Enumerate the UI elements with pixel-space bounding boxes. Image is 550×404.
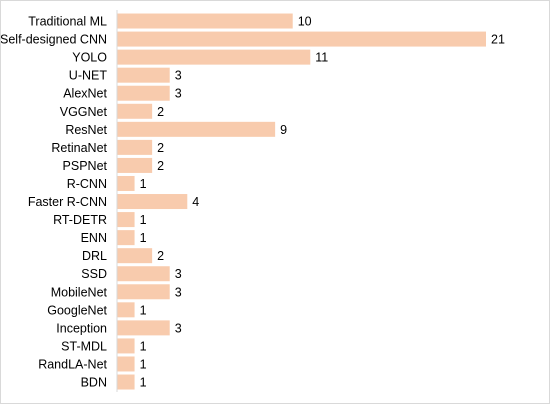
value-label-16: 1 bbox=[140, 303, 147, 317]
value-label-17: 3 bbox=[175, 321, 182, 335]
category-label-3: U-NET bbox=[69, 69, 108, 83]
category-label-13: DRL bbox=[82, 249, 107, 263]
value-label-6: 9 bbox=[280, 123, 287, 137]
bar-16 bbox=[117, 302, 135, 318]
value-label-14: 3 bbox=[175, 267, 182, 281]
category-label-6: ResNet bbox=[65, 123, 107, 137]
bar-10 bbox=[117, 194, 188, 210]
value-label-5: 2 bbox=[157, 105, 164, 119]
category-label-0: Traditional ML bbox=[28, 15, 107, 29]
category-label-20: BDN bbox=[81, 376, 107, 390]
bar-19 bbox=[117, 356, 135, 372]
value-label-2: 11 bbox=[315, 51, 328, 65]
bar-20 bbox=[117, 374, 135, 390]
bar-6 bbox=[117, 121, 276, 137]
category-label-4: AlexNet bbox=[63, 87, 107, 101]
category-label-9: R-CNN bbox=[67, 177, 107, 191]
bar-2 bbox=[117, 49, 311, 65]
category-label-15: MobileNet bbox=[51, 285, 108, 299]
bar-11 bbox=[117, 212, 135, 228]
bar-15 bbox=[117, 284, 170, 300]
value-label-8: 2 bbox=[157, 159, 164, 173]
value-label-9: 1 bbox=[140, 177, 147, 191]
value-label-11: 1 bbox=[140, 213, 147, 227]
category-label-7: RetinaNet bbox=[51, 141, 107, 155]
category-label-1: Self-designed CNN bbox=[1, 33, 107, 47]
category-labels: Traditional ML Self-designed CNN YOLO U-NET… bbox=[1, 15, 108, 390]
bar-7 bbox=[117, 139, 153, 155]
bar-13 bbox=[117, 248, 153, 264]
bar-3 bbox=[117, 67, 170, 83]
category-label-12: ENN bbox=[81, 231, 107, 245]
category-label-17: Inception bbox=[56, 321, 107, 335]
value-label-3: 3 bbox=[175, 69, 182, 83]
bar-8 bbox=[117, 157, 153, 173]
category-label-16: GoogleNet bbox=[47, 303, 107, 317]
category-label-19: RandLA-Net bbox=[38, 357, 107, 371]
value-label-10: 4 bbox=[192, 195, 199, 209]
bar-1 bbox=[117, 31, 486, 47]
value-label-12: 1 bbox=[140, 231, 147, 245]
category-label-5: VGGNet bbox=[60, 105, 108, 119]
category-label-11: RT-DETR bbox=[53, 213, 107, 227]
value-label-18: 1 bbox=[140, 339, 147, 353]
bars-group bbox=[117, 13, 486, 390]
bar-5 bbox=[117, 103, 153, 119]
value-label-1: 21 bbox=[491, 33, 505, 47]
value-label-19: 1 bbox=[140, 357, 147, 371]
value-label-13: 2 bbox=[157, 249, 164, 263]
category-label-10: Faster R-CNN bbox=[28, 195, 107, 209]
bar-4 bbox=[117, 85, 170, 101]
value-label-7: 2 bbox=[157, 141, 164, 155]
category-label-8: PSPNet bbox=[63, 159, 108, 173]
value-label-15: 3 bbox=[175, 285, 182, 299]
bar-17 bbox=[117, 320, 170, 336]
value-label-20: 1 bbox=[140, 376, 147, 390]
category-label-14: SSD bbox=[81, 267, 107, 281]
bar-18 bbox=[117, 338, 135, 354]
category-label-18: ST-MDL bbox=[61, 339, 107, 353]
bar-9 bbox=[117, 175, 135, 191]
value-label-0: 10 bbox=[298, 15, 312, 29]
bar-0 bbox=[117, 13, 293, 29]
value-label-4: 3 bbox=[175, 87, 182, 101]
bar-12 bbox=[117, 230, 135, 246]
bar-14 bbox=[117, 266, 170, 282]
category-label-2: YOLO bbox=[72, 51, 107, 65]
